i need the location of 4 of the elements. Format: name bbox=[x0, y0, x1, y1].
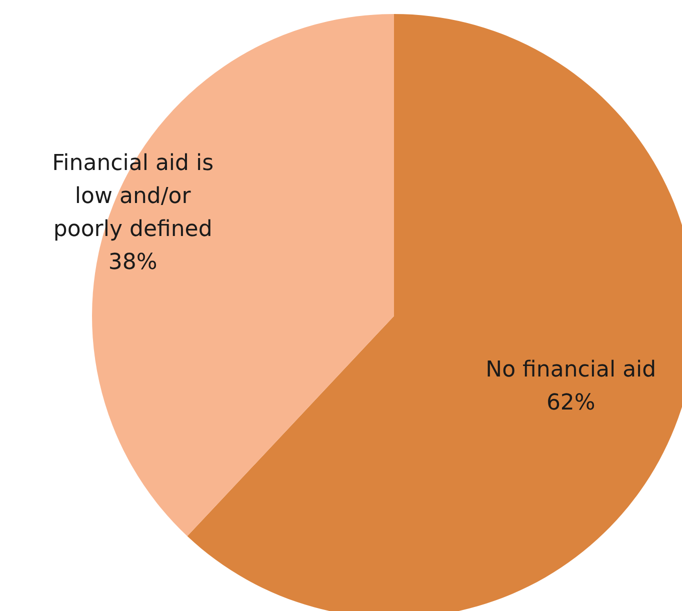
data-label: 62% bbox=[546, 390, 596, 416]
data-label: 38% bbox=[108, 250, 158, 275]
slice-label: Financial aid is low and/or poorly defined bbox=[52, 150, 214, 242]
slice-label: No financial aid bbox=[486, 357, 656, 382]
